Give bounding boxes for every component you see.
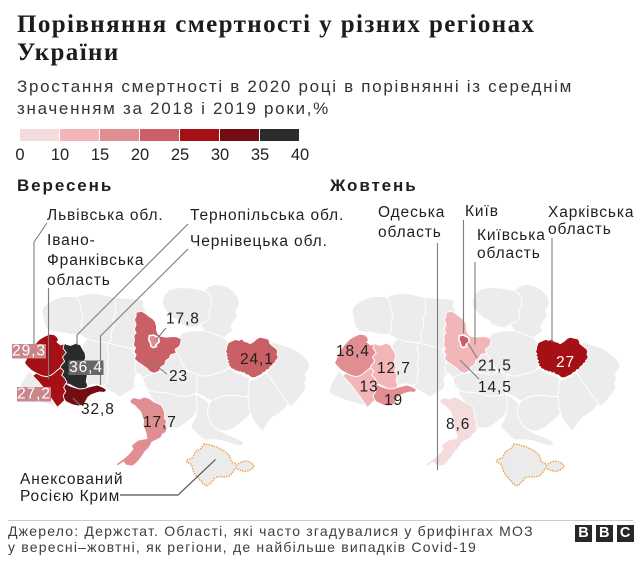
svg-text:область: область — [477, 245, 541, 262]
svg-text:24,1: 24,1 — [240, 351, 274, 368]
svg-text:Жовтень: Жовтень — [329, 176, 418, 195]
svg-text:23: 23 — [169, 368, 188, 385]
svg-text:14,5: 14,5 — [478, 379, 512, 396]
svg-text:Львівська обл.: Львівська обл. — [47, 207, 164, 224]
svg-text:27,2: 27,2 — [17, 386, 51, 403]
svg-text:17,8: 17,8 — [166, 311, 200, 328]
svg-text:Анексований: Анексований — [20, 471, 123, 488]
svg-text:Київ: Київ — [465, 203, 499, 220]
svg-text:32,8: 32,8 — [81, 401, 115, 418]
svg-text:12,7: 12,7 — [377, 360, 411, 377]
svg-text:13: 13 — [360, 379, 379, 396]
svg-text:27: 27 — [556, 354, 575, 371]
svg-text:Чернівецька обл.: Чернівецька обл. — [190, 233, 328, 250]
svg-text:Росією Крим: Росією Крим — [20, 488, 120, 505]
svg-text:Одеська: Одеська — [378, 204, 445, 221]
svg-text:21,5: 21,5 — [478, 358, 512, 375]
svg-text:Івано-: Івано- — [47, 232, 96, 249]
svg-text:17,7: 17,7 — [143, 414, 177, 431]
svg-text:19: 19 — [384, 392, 403, 409]
svg-text:36,4: 36,4 — [69, 359, 103, 376]
svg-text:Київська: Київська — [477, 227, 546, 244]
svg-text:область: область — [548, 221, 612, 238]
svg-text:область: область — [47, 272, 111, 289]
svg-text:18,4: 18,4 — [336, 343, 370, 360]
svg-text:Вересень: Вересень — [17, 176, 113, 195]
svg-text:Тернопільська обл.: Тернопільська обл. — [190, 207, 344, 224]
svg-text:область: область — [378, 224, 442, 241]
svg-text:29,3: 29,3 — [12, 343, 46, 360]
svg-text:8,6: 8,6 — [446, 416, 470, 433]
svg-text:Франківська: Франківська — [47, 252, 144, 269]
svg-text:Харківська: Харківська — [548, 204, 634, 221]
